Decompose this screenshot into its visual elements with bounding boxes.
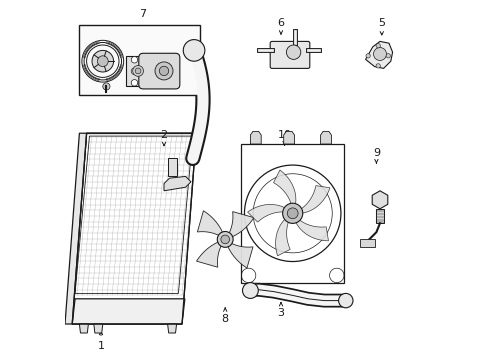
Polygon shape [197, 211, 223, 235]
Circle shape [283, 203, 303, 223]
Polygon shape [168, 324, 176, 333]
Circle shape [339, 293, 353, 308]
Text: 9: 9 [373, 148, 380, 158]
Circle shape [243, 283, 258, 298]
Polygon shape [228, 243, 253, 268]
Polygon shape [320, 131, 331, 144]
Text: 8: 8 [221, 314, 229, 324]
Circle shape [159, 66, 169, 76]
Polygon shape [72, 299, 185, 324]
Circle shape [221, 235, 229, 244]
Polygon shape [229, 212, 254, 237]
Circle shape [92, 50, 114, 72]
Bar [126, 56, 143, 86]
Circle shape [133, 66, 144, 76]
FancyBboxPatch shape [270, 41, 310, 68]
Polygon shape [196, 242, 221, 267]
Polygon shape [275, 215, 292, 256]
Circle shape [287, 208, 298, 219]
Circle shape [373, 48, 387, 60]
Circle shape [131, 80, 138, 86]
Circle shape [183, 40, 205, 61]
Polygon shape [366, 41, 392, 68]
Polygon shape [250, 131, 261, 144]
Circle shape [131, 57, 138, 63]
Text: 5: 5 [378, 18, 385, 28]
Bar [376, 209, 384, 223]
Polygon shape [294, 215, 328, 241]
Text: 10: 10 [278, 130, 292, 140]
Polygon shape [94, 324, 103, 333]
Polygon shape [273, 170, 296, 211]
Polygon shape [247, 204, 291, 222]
Text: 2: 2 [160, 130, 168, 140]
Circle shape [376, 64, 380, 68]
Polygon shape [79, 324, 88, 333]
Circle shape [286, 45, 301, 59]
Circle shape [135, 68, 141, 74]
Text: 7: 7 [139, 9, 146, 19]
Circle shape [98, 56, 108, 67]
Polygon shape [360, 239, 374, 247]
Circle shape [131, 68, 138, 75]
Circle shape [366, 54, 370, 58]
Polygon shape [372, 191, 388, 209]
Text: 1: 1 [98, 341, 104, 351]
Bar [79, 25, 200, 95]
Text: 3: 3 [277, 308, 285, 318]
Circle shape [155, 62, 173, 80]
Text: 6: 6 [277, 18, 285, 28]
Polygon shape [168, 158, 176, 176]
Circle shape [376, 44, 380, 48]
Polygon shape [284, 131, 294, 144]
Text: 4: 4 [189, 31, 196, 41]
FancyBboxPatch shape [139, 53, 180, 89]
Bar [242, 144, 344, 283]
Polygon shape [164, 176, 191, 191]
Polygon shape [295, 186, 330, 213]
Circle shape [386, 54, 391, 58]
Circle shape [217, 231, 233, 247]
Polygon shape [65, 133, 87, 324]
Circle shape [103, 83, 110, 90]
